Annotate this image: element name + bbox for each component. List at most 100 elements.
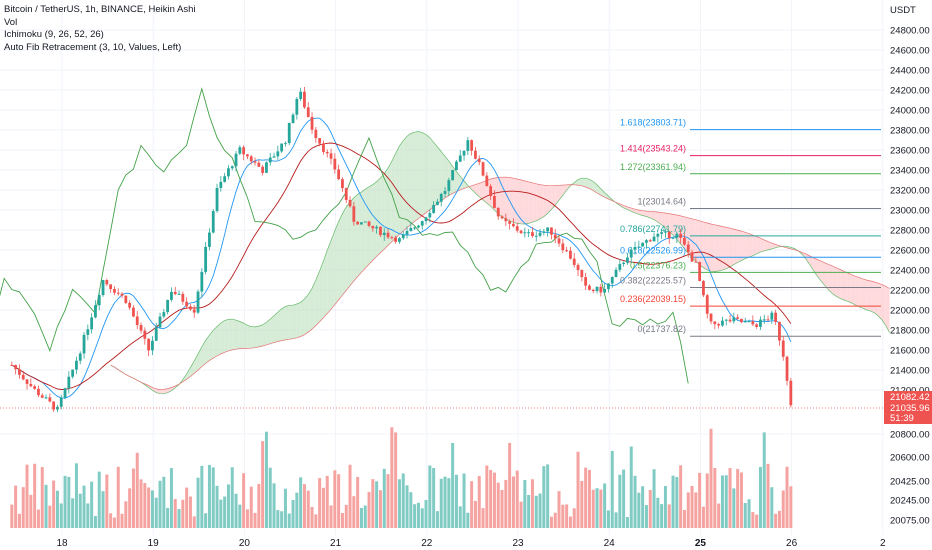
candle-body bbox=[759, 319, 762, 327]
candle-body bbox=[360, 222, 363, 225]
cloud-segment bbox=[787, 246, 791, 249]
candles bbox=[10, 87, 793, 413]
volume-bar bbox=[63, 475, 67, 528]
cloud-segment bbox=[555, 185, 559, 205]
volume-bar bbox=[211, 467, 215, 528]
candle-body bbox=[33, 386, 37, 389]
volume-bar bbox=[508, 442, 512, 528]
volume-bar bbox=[675, 476, 679, 528]
cloud-segment bbox=[190, 360, 195, 377]
candle-body bbox=[610, 276, 614, 284]
volume-bar bbox=[192, 516, 196, 528]
candle-body bbox=[409, 227, 413, 231]
volume-bar bbox=[690, 485, 694, 528]
kijun-line bbox=[11, 142, 792, 390]
candle-body bbox=[139, 325, 143, 331]
symbol-title[interactable]: Bitcoin / TetherUS, 1h, BINANCE, Heikin … bbox=[4, 4, 196, 15]
cloud-segment bbox=[266, 319, 271, 345]
candle-body bbox=[428, 212, 432, 218]
candle-body bbox=[230, 166, 234, 169]
time-tick-label: 23 bbox=[512, 538, 524, 549]
volume-bar bbox=[181, 499, 185, 528]
cloud-segment bbox=[764, 239, 768, 251]
candle-body bbox=[181, 293, 185, 302]
cloud-segment bbox=[331, 230, 335, 310]
candle-body bbox=[261, 166, 265, 173]
time-tick-label: 26 bbox=[786, 538, 798, 549]
cloud-segment bbox=[665, 213, 670, 232]
candle-body bbox=[451, 169, 455, 181]
candle-body bbox=[63, 388, 67, 398]
fib-label: 0(21737.82) bbox=[637, 324, 686, 334]
candle-body bbox=[40, 395, 44, 398]
cloud-segment bbox=[726, 227, 730, 269]
cloud-segment bbox=[247, 325, 252, 349]
fib-label: 1.618(23803.71) bbox=[620, 118, 686, 128]
cloud-segment bbox=[293, 304, 297, 339]
currency-label: USDT bbox=[890, 5, 916, 16]
candle-body bbox=[588, 285, 591, 290]
volume-bar bbox=[48, 505, 52, 528]
cloud-segment bbox=[836, 267, 841, 299]
cloud-segment bbox=[578, 178, 582, 186]
volume-bar bbox=[587, 469, 591, 528]
time-tick-label: 18 bbox=[56, 538, 68, 549]
chart-legend: Bitcoin / TetherUS, 1h, BINANCE, Heikin … bbox=[4, 4, 196, 54]
volume-bar bbox=[762, 432, 766, 528]
volume-bar bbox=[648, 489, 652, 528]
candle-body bbox=[154, 327, 158, 341]
volume-bar bbox=[33, 463, 37, 528]
volume-bar bbox=[105, 474, 109, 528]
volume-bar bbox=[264, 431, 268, 528]
candle-body bbox=[192, 309, 196, 313]
volume-bar bbox=[173, 499, 177, 528]
fib-label: 1.414(23543.24) bbox=[620, 144, 686, 154]
candle-body bbox=[200, 271, 204, 292]
volume-bar bbox=[101, 491, 105, 528]
cloud-segment bbox=[745, 232, 749, 259]
candle-body bbox=[614, 269, 618, 277]
cloud-segment bbox=[874, 282, 879, 316]
candle-body bbox=[561, 243, 565, 251]
volume-bar bbox=[215, 485, 219, 528]
volume-bar bbox=[736, 468, 740, 528]
legend-fib[interactable]: Auto Fib Retracement (3, 10, Values, Lef… bbox=[4, 41, 182, 53]
volume-bar bbox=[394, 432, 398, 528]
candle-body bbox=[470, 140, 474, 151]
volume-bar bbox=[14, 485, 18, 528]
price-tick-label: 24800.00 bbox=[890, 26, 930, 37]
legend-vol[interactable]: Vol bbox=[4, 16, 18, 28]
volume-bar bbox=[527, 494, 531, 528]
candle-body bbox=[542, 231, 546, 233]
candle-body bbox=[329, 153, 333, 159]
volume-bar bbox=[128, 488, 132, 528]
volume-bar bbox=[515, 470, 519, 528]
cloud-segment bbox=[156, 388, 160, 394]
candle-body bbox=[512, 223, 515, 227]
leading-span-b bbox=[110, 176, 890, 390]
candle-body bbox=[550, 227, 553, 235]
cloud-segment bbox=[372, 181, 377, 261]
cloud-segment bbox=[855, 276, 860, 307]
candle-body bbox=[325, 151, 329, 154]
volume-bar bbox=[435, 511, 439, 528]
candle-body bbox=[371, 225, 375, 229]
candle-body bbox=[394, 237, 398, 242]
volume-bar bbox=[625, 516, 629, 528]
candle-body bbox=[584, 277, 588, 286]
volume-bar bbox=[207, 464, 211, 528]
candle-body bbox=[709, 313, 713, 322]
candle-body bbox=[314, 129, 318, 139]
fib-levels: 1.618(23803.71) 1.414(23543.24) 1.272(2336… bbox=[620, 118, 881, 337]
price-tick-label: 23600.00 bbox=[890, 146, 930, 157]
candle-body bbox=[90, 317, 94, 330]
legend-ichimoku[interactable]: Ichimoku (9, 26, 52, 26) bbox=[4, 29, 104, 40]
cloud-segment bbox=[840, 269, 844, 300]
volume-bar bbox=[299, 477, 303, 528]
volume-bar bbox=[120, 513, 124, 528]
cloud-segment bbox=[513, 178, 518, 224]
volume-bar bbox=[44, 484, 48, 528]
candle-body bbox=[253, 161, 257, 163]
candle-body bbox=[147, 338, 151, 351]
